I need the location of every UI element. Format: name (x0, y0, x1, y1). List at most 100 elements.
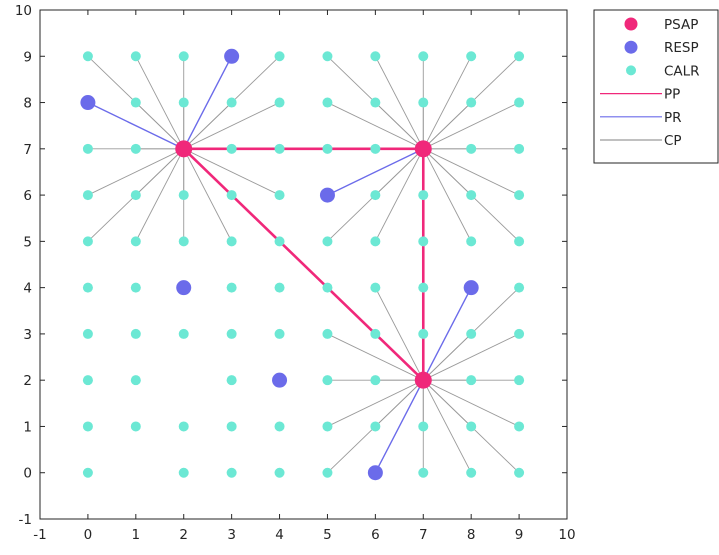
point-calr (370, 282, 381, 293)
link-cp (135, 102, 185, 150)
point-calr (226, 375, 237, 386)
point-calr (130, 190, 141, 201)
point-calr (322, 328, 333, 339)
point-calr (466, 190, 477, 201)
point-calr (418, 467, 429, 478)
point-calr (178, 190, 189, 201)
legend-label-resp: RESP (664, 40, 699, 56)
point-calr (178, 421, 189, 432)
x-tick-label: 10 (558, 527, 575, 543)
link-cp (87, 148, 184, 196)
point-calr (130, 97, 141, 108)
link-cp (423, 102, 520, 150)
link-cp (183, 102, 232, 150)
y-tick-label: 10 (15, 3, 32, 19)
link-cp (327, 102, 424, 150)
legend-box (593, 9, 719, 164)
y-tick-label: 8 (23, 96, 32, 112)
link-pr (183, 55, 233, 150)
point-calr (322, 282, 333, 293)
legend-label-psap: PSAP (664, 17, 698, 33)
point-calr (466, 467, 477, 478)
y-tick-label: 3 (23, 327, 32, 343)
point-calr (322, 97, 333, 108)
point-calr (514, 282, 525, 293)
point-resp (367, 465, 383, 481)
point-calr (370, 236, 381, 247)
point-calr (130, 143, 141, 154)
point-calr (514, 190, 525, 201)
y-tick-label: 1 (23, 419, 32, 435)
point-calr (514, 328, 525, 339)
link-pr (422, 287, 472, 381)
link-pp (182, 147, 425, 382)
point-calr (82, 236, 93, 247)
link-cp (375, 102, 424, 150)
point-resp (176, 280, 192, 296)
point-calr (130, 375, 141, 386)
point-resp (463, 280, 479, 296)
point-calr (130, 282, 141, 293)
point-calr (514, 97, 525, 108)
point-psap (175, 140, 193, 158)
point-calr (514, 236, 525, 247)
point-calr (370, 97, 381, 108)
link-cp (422, 333, 472, 381)
point-calr (274, 282, 285, 293)
x-tick-label: -1 (33, 527, 46, 543)
link-cp (423, 148, 520, 196)
point-calr (226, 328, 237, 339)
point-calr (82, 467, 93, 478)
point-calr (82, 143, 93, 154)
plot-frame (39, 9, 568, 520)
legend-label-calr: CALR (664, 63, 700, 79)
point-calr (466, 328, 477, 339)
point-calr (370, 190, 381, 201)
legend-marker-psap (624, 17, 638, 31)
point-calr (418, 328, 429, 339)
point-calr (466, 51, 477, 62)
link-cp (374, 148, 424, 242)
point-calr (418, 190, 429, 201)
y-tick-label: 7 (23, 142, 32, 158)
point-calr (466, 97, 477, 108)
point-calr (418, 421, 429, 432)
point-calr (274, 421, 285, 432)
point-resp (224, 48, 240, 64)
point-calr (514, 143, 525, 154)
link-cp (374, 56, 424, 150)
y-tick-label: 6 (23, 188, 32, 204)
point-calr (418, 51, 429, 62)
point-calr (178, 467, 189, 478)
point-calr (514, 421, 525, 432)
point-calr (466, 236, 477, 247)
y-tick-label: -1 (19, 512, 32, 528)
point-calr (274, 467, 285, 478)
x-tick-label: 7 (419, 527, 428, 543)
points-layer (80, 48, 525, 481)
link-cp (327, 333, 424, 381)
point-calr (82, 328, 93, 339)
point-calr (370, 375, 381, 386)
x-tick-label: 2 (179, 527, 188, 543)
link-pr (374, 379, 424, 474)
x-tick-label: 1 (132, 527, 141, 543)
x-tick-label: 4 (275, 527, 284, 543)
link-cp (327, 379, 424, 427)
point-calr (130, 328, 141, 339)
x-tick-label: 8 (467, 527, 476, 543)
x-tick-label: 0 (84, 527, 93, 543)
legend-label-cp: CP (664, 133, 682, 149)
point-calr (370, 328, 381, 339)
point-calr (130, 421, 141, 432)
point-calr (322, 421, 333, 432)
point-calr (178, 51, 189, 62)
y-tick-label: 9 (23, 49, 32, 65)
link-cp (423, 379, 520, 427)
point-calr (418, 282, 429, 293)
point-calr (274, 51, 285, 62)
point-calr (322, 143, 333, 154)
legend-label-pp: PP (664, 87, 680, 103)
legend-marker-resp (624, 40, 638, 54)
point-calr (130, 236, 141, 247)
